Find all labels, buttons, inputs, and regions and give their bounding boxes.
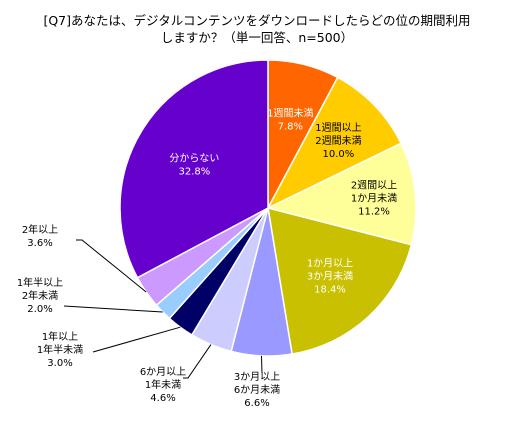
slice-category: 2週間以上 bbox=[351, 179, 397, 191]
slice-category: 1週間以上 bbox=[315, 122, 361, 134]
slice-value: 3.0% bbox=[47, 358, 72, 369]
slice-label-8: 1年半以上 2年未満 2.0% bbox=[17, 276, 63, 315]
slice-category: 3か月未満 bbox=[307, 271, 353, 283]
leader-line-5 bbox=[260, 355, 263, 374]
slice-label-1: 1週間未満 7.8% bbox=[267, 108, 313, 133]
slice-label-2: 1週間以上 2週間未満 10.0% bbox=[315, 122, 361, 160]
slice-category: 2年未満 bbox=[22, 289, 58, 302]
slice-value: 6.6% bbox=[244, 398, 269, 409]
slice-category: 1か月以上 bbox=[307, 258, 353, 270]
slice-category: 2年以上 bbox=[22, 223, 58, 236]
slice-label-7: 1年以上 1年半未満 3.0% bbox=[37, 330, 83, 369]
slice-category: 6か月以上 bbox=[140, 366, 186, 378]
leader-line-9 bbox=[76, 239, 147, 293]
pie-slice-2 bbox=[266, 76, 403, 210]
slice-category: 1年未満 bbox=[145, 378, 181, 391]
chart-title-line2: しますか？（単一回答、n=500） bbox=[160, 30, 354, 45]
slice-category: 1か月未満 bbox=[351, 192, 397, 204]
pie-slice-4 bbox=[267, 206, 413, 355]
slice-label-9: 2年以上 3.6% bbox=[22, 223, 58, 249]
chart-title-line1: [Q7]あなたは、デジタルコンテンツをダウンロードしたらどの位の期間利用 bbox=[43, 13, 471, 28]
slice-category: 6か月未満 bbox=[234, 384, 280, 396]
slice-category: 3か月以上 bbox=[234, 371, 280, 383]
chart-title: [Q7]あなたは、デジタルコンテンツをダウンロードしたらどの位の期間利用 します… bbox=[0, 12, 514, 46]
slice-label-3: 2週間以上 1か月未満 11.2% bbox=[351, 179, 397, 217]
pie-slice-10 bbox=[119, 59, 269, 279]
slice-category: 分からない bbox=[169, 152, 219, 164]
slice-value: 10.0% bbox=[323, 149, 355, 160]
leader-line-8 bbox=[63, 305, 163, 313]
slice-category: 1年以上 bbox=[42, 330, 78, 343]
slice-category: 2週間未満 bbox=[315, 135, 361, 147]
slice-value: 3.6% bbox=[27, 238, 52, 249]
leader-line-7 bbox=[92, 326, 181, 353]
slice-category: 1年半以上 bbox=[17, 276, 63, 289]
slice-value: 4.6% bbox=[150, 393, 175, 404]
slice-value: 2.0% bbox=[27, 304, 52, 315]
slice-value: 32.8% bbox=[179, 166, 211, 177]
pie-slice-3 bbox=[265, 142, 417, 246]
slice-category: 1週間未満 bbox=[267, 108, 313, 120]
slice-label-6: 6か月以上 1年未満 4.6% bbox=[140, 366, 186, 404]
slice-category: 1年半未満 bbox=[37, 343, 83, 356]
slice-value: 7.8% bbox=[278, 122, 303, 133]
slice-label-10: 分からない 32.8% bbox=[169, 152, 219, 177]
slice-value: 11.2% bbox=[358, 206, 390, 217]
slice-label-5: 3か月以上 6か月未満 6.6% bbox=[234, 371, 280, 409]
leader-line-6 bbox=[183, 344, 212, 379]
slice-value: 18.4% bbox=[314, 285, 346, 296]
slice-label-4: 1か月以上 3か月未満 18.4% bbox=[307, 258, 353, 296]
